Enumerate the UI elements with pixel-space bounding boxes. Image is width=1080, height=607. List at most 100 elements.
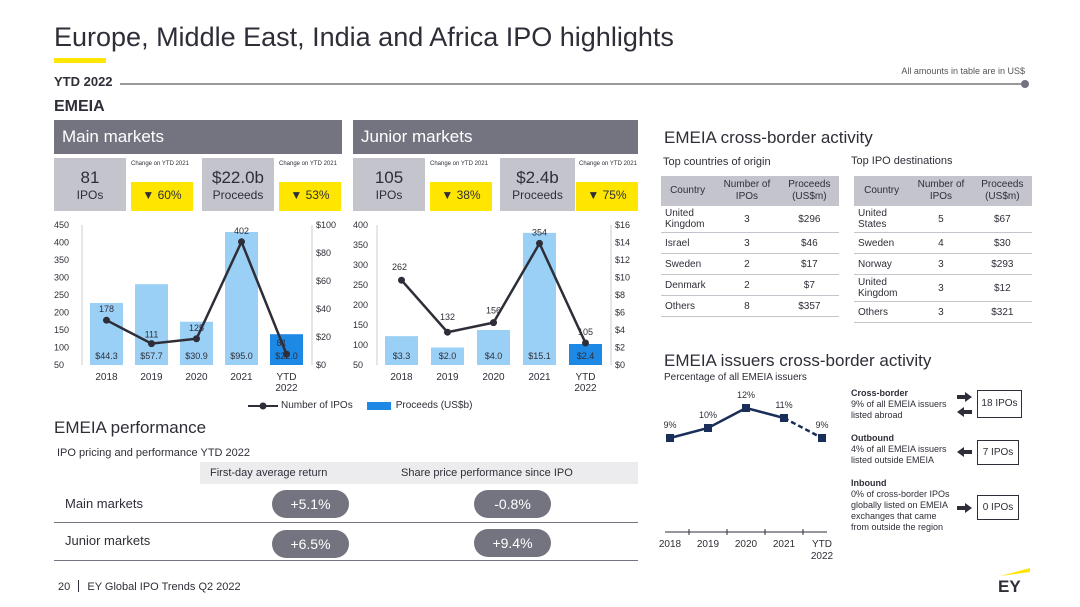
ipo-count-label: 111	[145, 330, 159, 340]
main-markets-header: Main markets	[54, 120, 342, 154]
y-tick-right: $0	[316, 360, 326, 370]
origin-country: Sweden	[661, 253, 715, 275]
main-proceeds-label: Proceeds	[212, 188, 264, 202]
dest-col-proceeds: Proceeds (US$m)	[972, 176, 1032, 206]
ipo-count-label: 178	[99, 304, 114, 314]
destinations-table: Country Number of IPOs Proceeds (US$m) U…	[854, 176, 1032, 323]
perf-row-divider	[54, 522, 638, 523]
footer-text: EY Global IPO Trends Q2 2022	[87, 581, 241, 593]
main-ipos-change-label: Change on YTD 2021	[131, 161, 189, 167]
col-since-ipo: Share price performance since IPO	[401, 467, 573, 479]
dest-country: Sweden	[854, 232, 910, 254]
legend-line-icon	[248, 402, 278, 409]
issuers-point	[818, 434, 826, 442]
cross-border-title: Cross-border	[851, 388, 909, 398]
dest-col-country: Country	[854, 176, 910, 206]
dest-proceeds: $321	[972, 301, 1032, 323]
junior-markets-chart: 400 350 300 250 200 150 100 50 $16 $14 $12 $10 $8 $6 $…	[353, 220, 630, 394]
y-tick-left: 400	[54, 238, 69, 248]
junior-ipos-change-label: Change on YTD 2021	[430, 161, 488, 167]
issuers-x-label: 2021	[773, 539, 796, 550]
origin-ipos: 3	[714, 232, 780, 254]
x-tick-label: YTD	[576, 372, 596, 383]
y-tick-right: $100	[316, 220, 336, 230]
destinations-header-row: Country Number of IPOs Proceeds (US$m)	[854, 176, 1032, 206]
junior-proceeds-change-label: Change on YTD 2021	[579, 161, 637, 167]
inbound-ipo-box: 0 IPOs	[977, 495, 1019, 520]
ipo-count-label: 402	[234, 226, 249, 236]
dest-country: United States	[854, 206, 910, 233]
cross-border-text: 9% of all EMEIA issuers listed abroad	[851, 399, 947, 420]
inbound-desc: Inbound 0% of cross-border IPOs globally…	[851, 478, 956, 533]
y-tick-right: $16	[615, 220, 630, 230]
y-tick-left: 250	[54, 290, 69, 300]
bar-value-label: $2.4	[577, 351, 595, 361]
issuers-point	[780, 414, 788, 422]
bar	[523, 232, 556, 365]
arrow-right-icon	[957, 503, 972, 513]
junior-proceeds-label: Proceeds	[512, 188, 563, 202]
main-proceeds-stat: $22.0b Proceeds	[202, 158, 274, 211]
x-tick-label: 2021	[230, 372, 253, 383]
origin-col-ipos: Number of IPOs	[714, 176, 780, 206]
origin-header-row: Country Number of IPOs Proceeds (US$m)	[661, 176, 839, 206]
bar-value-label: $30.9	[185, 351, 208, 361]
inbound-text: 0% of cross-border IPOs globally listed …	[851, 489, 950, 532]
legend-bar-swatch	[366, 401, 391, 410]
chart-legend: Number of IPOs Proceeds (US$b)	[248, 400, 472, 411]
y-tick-right: $20	[316, 332, 331, 342]
y-tick-left: 400	[353, 220, 368, 230]
x-tick-label: 2018	[95, 372, 118, 383]
dest-ipos: 3	[909, 301, 973, 323]
origin-col-proceeds: Proceeds (US$m)	[779, 176, 839, 206]
main-proceeds-change: ▼ 53%	[279, 182, 341, 211]
x-tick-label: 2020	[482, 372, 505, 383]
bar	[431, 347, 464, 365]
junior-ipos-value: 105	[374, 168, 404, 187]
table-row: United States 5 $67	[854, 206, 1032, 233]
y-tick-right: $10	[615, 273, 630, 283]
perf-bottom-divider	[54, 560, 638, 561]
perf-row-label-junior: Junior markets	[65, 533, 151, 548]
issuers-point-label: 9%	[815, 420, 828, 430]
origin-title: Top countries of origin	[663, 156, 771, 168]
ey-logo: EY	[998, 568, 1030, 594]
dest-country: Norway	[854, 253, 910, 275]
y-tick-left: 200	[54, 308, 69, 318]
origin-country: Others	[661, 295, 715, 317]
table-row: Denmark 2 $7	[661, 274, 839, 296]
performance-table-header: First-day average return Share price per…	[200, 462, 638, 484]
cross-border-ipo-box: 18 IPOs	[977, 390, 1022, 418]
perf-junior-first-day: +6.5%	[272, 530, 349, 558]
bar-value-label: $15.1	[528, 351, 551, 361]
ipo-count-point	[444, 328, 451, 336]
junior-ipos-stat: 105 IPOs	[353, 158, 425, 211]
outbound-text: 4% of all EMEIA issuers listed outside E…	[851, 444, 947, 465]
y-tick-right: $14	[615, 238, 630, 248]
cross-border-desc: Cross-border 9% of all EMEIA issuers lis…	[851, 388, 956, 421]
page-number: 20	[58, 581, 71, 593]
dest-ipos: 3	[909, 253, 973, 275]
y-tick-left: 300	[54, 273, 69, 283]
ipo-count-point	[103, 316, 110, 324]
dest-proceeds: $293	[972, 253, 1032, 275]
y-tick-left: 50	[353, 360, 363, 370]
origin-proceeds: $17	[779, 253, 839, 275]
x-tick-label: 2022	[574, 383, 597, 394]
perf-main-since-ipo: -0.8%	[474, 490, 551, 518]
bar-value-label: $57.7	[140, 351, 163, 361]
perf-junior-since-ipo: +9.4%	[474, 529, 551, 557]
two-way-arrow-icon	[957, 392, 972, 417]
table-row: United Kingdom 3 $296	[661, 206, 839, 233]
legend-ipos-label: Number of IPOs	[281, 400, 353, 411]
origin-ipos: 2	[714, 274, 780, 296]
main-ipos-label: IPOs	[76, 188, 104, 202]
origin-country: Israel	[661, 232, 715, 254]
ipo-count-label: 354	[532, 227, 547, 237]
bar	[225, 232, 258, 365]
y-tick-right: $0	[615, 360, 625, 370]
bar-value-label: $95.0	[230, 351, 253, 361]
junior-proceeds-stat: $2.4b Proceeds	[500, 158, 575, 211]
origin-table: Country Number of IPOs Proceeds (US$m) U…	[661, 176, 839, 317]
main-ipos-change: ▼ 60%	[131, 182, 193, 211]
